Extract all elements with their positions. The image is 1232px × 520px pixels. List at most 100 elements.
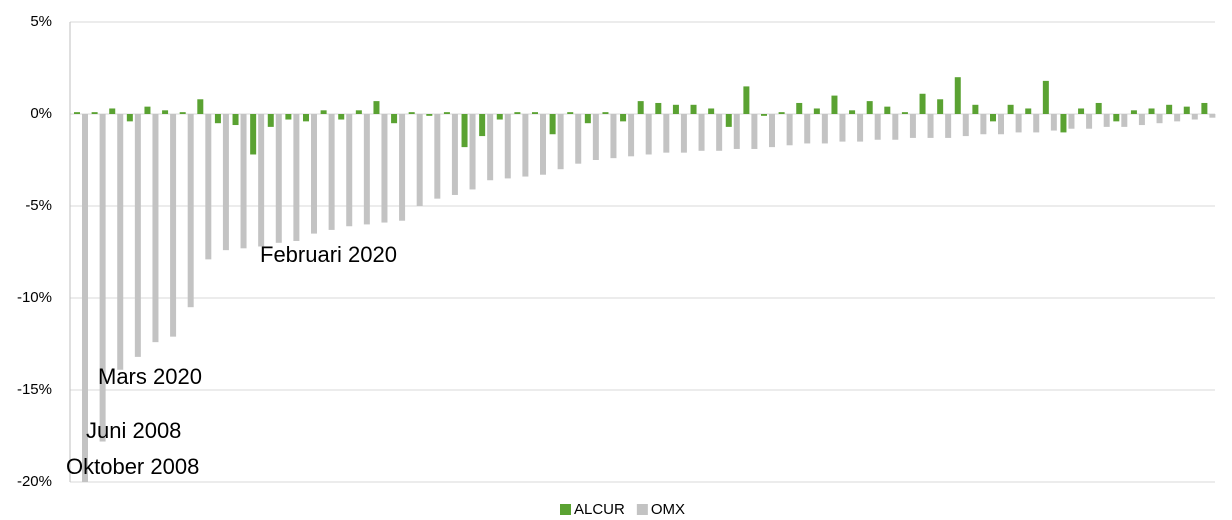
bar: [645, 114, 652, 155]
bar: [540, 114, 546, 175]
bar: [954, 77, 961, 114]
bar: [998, 114, 1004, 135]
bar: [1183, 106, 1190, 114]
bar: [901, 112, 908, 114]
bar: [680, 114, 687, 153]
bar: [1015, 114, 1022, 133]
bar: [187, 114, 194, 308]
y-tick-label: -15%: [17, 381, 52, 398]
bar: [786, 114, 793, 146]
bar: [945, 114, 952, 138]
bar: [620, 114, 627, 122]
bar: [303, 114, 309, 122]
bar: [416, 114, 423, 206]
annotation: Mars 2020: [98, 364, 202, 389]
bar: [972, 104, 979, 114]
bar: [1130, 110, 1137, 114]
bar: [716, 114, 723, 151]
bar: [117, 114, 124, 370]
bar: [962, 114, 969, 137]
bar: [708, 108, 715, 114]
bar: [1191, 114, 1198, 120]
bar: [222, 114, 229, 251]
annotation: Februari 2020: [260, 242, 397, 267]
bar: [514, 112, 521, 114]
bar: [990, 114, 996, 122]
bar: [232, 114, 239, 126]
bar: [496, 114, 503, 120]
legend-label: OMX: [651, 501, 685, 518]
bar: [1007, 104, 1014, 114]
bar: [980, 114, 987, 135]
bar: [205, 114, 212, 260]
bar: [549, 114, 556, 135]
bar: [328, 114, 335, 230]
bar: [74, 112, 80, 114]
bar: [610, 114, 617, 159]
bar: [469, 114, 476, 190]
bar: [1138, 114, 1145, 126]
bar: [813, 108, 820, 114]
bar: [839, 114, 846, 142]
bar: [285, 114, 292, 120]
bar: [725, 114, 732, 127]
bar: [1033, 114, 1040, 133]
bar: [162, 110, 169, 114]
bar: [373, 101, 380, 114]
bar: [250, 114, 257, 155]
bar: [849, 110, 856, 114]
bar: [267, 114, 274, 127]
bar: [1103, 114, 1110, 127]
bar: [743, 86, 750, 114]
bar: [532, 112, 538, 114]
bar: [1086, 114, 1093, 129]
bar: [892, 114, 899, 140]
bar: [733, 114, 740, 149]
legend-label: ALCUR: [574, 501, 625, 518]
bar: [602, 112, 609, 114]
bar: [751, 114, 758, 149]
bar: [1148, 108, 1155, 114]
bar: [1025, 108, 1032, 114]
bar: [637, 101, 644, 114]
bar: [1068, 114, 1075, 129]
bar: [1050, 114, 1057, 131]
y-tick-label: -5%: [25, 197, 52, 214]
bar: [575, 114, 582, 164]
bar: [1166, 104, 1173, 114]
bar: [1209, 114, 1216, 118]
bar: [1201, 102, 1208, 114]
bar: [567, 112, 574, 114]
bar: [628, 114, 635, 157]
bar: [426, 114, 433, 116]
bar: [144, 106, 151, 114]
bar: [91, 112, 98, 114]
bar: [346, 114, 353, 227]
bar: [592, 114, 599, 160]
bar: [1113, 114, 1120, 122]
bar: [170, 114, 177, 337]
bar: [338, 114, 345, 120]
bar: [919, 93, 926, 114]
bar: [884, 106, 891, 114]
bar: [240, 114, 247, 249]
legend-swatch: [560, 504, 571, 515]
bar: [109, 108, 116, 114]
bar: [584, 114, 591, 124]
bar: [522, 114, 529, 177]
bar: [1121, 114, 1128, 127]
bar: [655, 102, 662, 114]
bar: [1060, 114, 1067, 133]
annotation: Oktober 2008: [66, 454, 199, 479]
bar: [557, 114, 564, 170]
bar: [672, 104, 679, 114]
bar: [293, 114, 300, 241]
bar: [504, 114, 511, 179]
bar: [443, 112, 450, 114]
bar: [363, 114, 370, 225]
bar: [214, 114, 221, 124]
bar: [179, 112, 186, 114]
bar: [258, 114, 265, 247]
y-tick-label: -10%: [17, 289, 52, 306]
bar: [857, 114, 864, 142]
